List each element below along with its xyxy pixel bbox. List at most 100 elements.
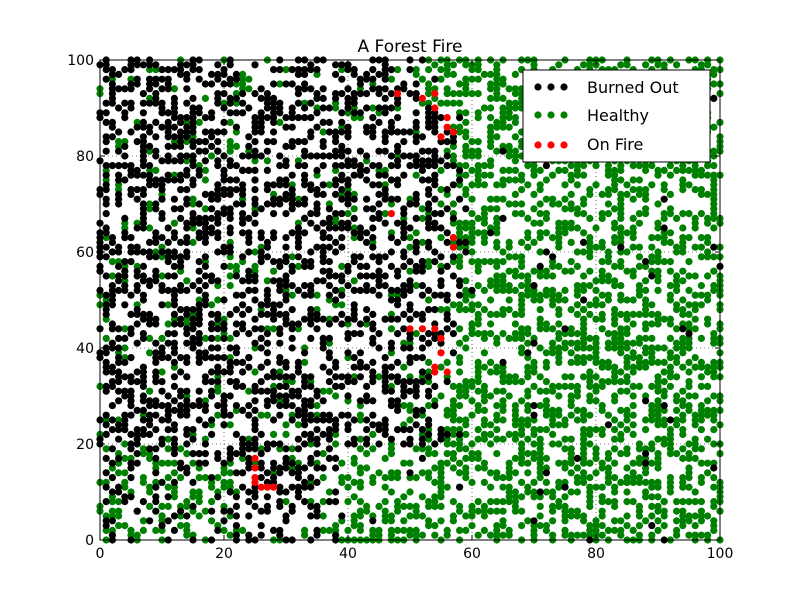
burned-tree-point <box>307 114 315 122</box>
healthy-tree-point <box>592 483 600 491</box>
burned-tree-point <box>301 171 309 179</box>
on-fire-tree-point <box>387 210 395 218</box>
burned-tree-point <box>214 378 222 386</box>
burned-tree-point <box>102 498 110 506</box>
healthy-tree-point <box>691 272 699 280</box>
on-fire-tree-point <box>443 123 451 131</box>
healthy-tree-point <box>617 162 625 170</box>
healthy-tree-point <box>567 411 575 419</box>
healthy-tree-point <box>679 498 687 506</box>
healthy-tree-point <box>226 282 234 290</box>
healthy-tree-point <box>263 277 271 285</box>
healthy-tree-point <box>654 450 662 458</box>
healthy-tree-point <box>586 440 594 448</box>
burned-tree-point <box>301 138 309 146</box>
burned-tree-point <box>363 272 371 280</box>
healthy-tree-point <box>474 402 482 410</box>
burned-tree-point <box>220 459 228 467</box>
healthy-tree-point <box>648 344 656 352</box>
burned-tree-point <box>530 402 538 410</box>
burned-tree-point <box>350 157 358 165</box>
healthy-tree-point <box>685 464 693 472</box>
healthy-tree-point <box>344 210 352 218</box>
healthy-tree-point <box>555 382 563 390</box>
burned-tree-point <box>425 387 433 395</box>
burned-tree-point <box>102 382 110 390</box>
burned-tree-point <box>232 186 240 194</box>
burned-tree-point <box>307 99 315 107</box>
burned-tree-point <box>164 286 172 294</box>
burned-tree-point <box>263 253 271 261</box>
burned-tree-point <box>369 123 377 131</box>
legend-marker <box>534 111 542 119</box>
burned-tree-point <box>400 426 408 434</box>
healthy-tree-point <box>629 310 637 318</box>
burned-tree-point <box>406 128 414 136</box>
burned-tree-point <box>319 85 327 93</box>
burned-tree-point <box>183 219 191 227</box>
burned-tree-point <box>239 210 247 218</box>
healthy-tree-point <box>505 526 513 535</box>
burned-tree-point <box>164 142 172 150</box>
burned-tree-point <box>363 205 371 213</box>
burned-tree-point <box>443 162 451 170</box>
burned-tree-point <box>139 133 147 141</box>
burned-tree-point <box>294 85 302 93</box>
burned-tree-point <box>139 248 147 256</box>
burned-tree-point <box>418 426 426 434</box>
healthy-tree-point <box>617 224 625 232</box>
healthy-tree-point <box>530 205 538 213</box>
burned-tree-point <box>226 157 234 165</box>
burned-tree-point <box>214 157 222 165</box>
burned-tree-point <box>239 200 247 208</box>
healthy-tree-point <box>183 522 191 530</box>
healthy-tree-point <box>511 430 519 438</box>
healthy-tree-point <box>480 382 488 390</box>
burned-tree-point <box>102 421 110 429</box>
healthy-tree-point <box>685 166 693 174</box>
burned-tree-point <box>288 229 296 237</box>
healthy-tree-point <box>679 474 687 482</box>
burned-tree-point <box>344 330 352 338</box>
healthy-tree-point <box>115 507 123 515</box>
healthy-tree-point <box>710 80 718 88</box>
healthy-tree-point <box>635 531 644 539</box>
burned-tree-point <box>363 152 371 160</box>
burned-tree-point <box>115 104 123 112</box>
burned-tree-point <box>214 277 222 285</box>
healthy-tree-point <box>480 104 488 112</box>
burned-tree-point <box>356 358 364 366</box>
healthy-tree-point <box>679 454 687 462</box>
healthy-tree-point <box>462 464 470 472</box>
healthy-tree-point <box>518 325 526 333</box>
healthy-tree-point <box>536 512 544 520</box>
burned-tree-point <box>394 238 402 246</box>
burned-tree-point <box>201 138 209 146</box>
healthy-tree-point <box>697 474 706 482</box>
burned-tree-point <box>604 421 613 429</box>
healthy-tree-point <box>139 445 147 453</box>
healthy-tree-point <box>518 210 526 218</box>
healthy-tree-point <box>592 181 600 189</box>
healthy-tree-point <box>704 234 712 242</box>
healthy-tree-point <box>208 301 216 309</box>
burned-tree-point <box>201 272 209 280</box>
burned-tree-point <box>177 214 185 222</box>
on-fire-tree-point <box>449 243 457 251</box>
healthy-tree-point <box>542 349 551 357</box>
burned-tree-point <box>158 85 166 93</box>
burned-tree-point <box>133 267 141 275</box>
burned-tree-point <box>282 373 290 381</box>
healthy-tree-point <box>586 186 594 194</box>
healthy-tree-point <box>468 320 476 328</box>
healthy-tree-point <box>598 190 606 198</box>
healthy-tree-point <box>524 459 532 467</box>
burned-tree-point <box>232 306 240 314</box>
burned-tree-point <box>170 142 178 150</box>
burned-tree-point <box>301 147 309 155</box>
burned-tree-point <box>456 238 464 246</box>
burned-tree-point <box>456 114 464 122</box>
healthy-tree-point <box>177 445 185 453</box>
burned-tree-point <box>276 373 284 381</box>
burned-tree-point <box>282 382 290 390</box>
